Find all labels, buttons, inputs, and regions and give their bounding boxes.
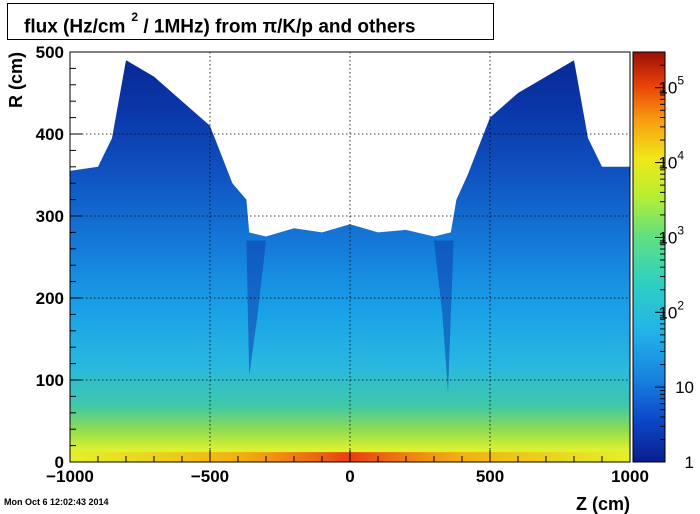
y-tick-label: 0 [55, 453, 64, 472]
shield-shadow-left [246, 240, 266, 376]
chart-title: flux (Hz/cm 2 / 1MHz) from π/K/p and othe… [24, 10, 416, 38]
grid [70, 52, 630, 462]
x-tick-label: 1000 [611, 467, 649, 486]
colorbar-gradient [633, 52, 665, 462]
colorbar-label: 103 [658, 223, 684, 247]
x-tick-label: 500 [476, 467, 504, 486]
axis-ticks: −1000 −500 0 500 1000 0 100 200 300 400 500 [36, 43, 649, 486]
y-tick-label: 200 [36, 289, 64, 308]
colorbar-label: 1 [685, 453, 694, 472]
colorbar-label: 10 [675, 378, 694, 397]
colorbar: 1 10 102 103 104 105 [632, 51, 694, 472]
x-tick-label: 0 [345, 467, 354, 486]
y-tick-label: 400 [36, 125, 64, 144]
title-main: flux (Hz/cm [24, 16, 126, 38]
colorbar-label: 104 [658, 149, 684, 173]
title-box: flux (Hz/cm 2 / 1MHz) from π/K/p and othe… [7, 3, 494, 40]
title-superscript: 2 [131, 10, 139, 24]
timestamp: Mon Oct 6 12:02:43 2014 [4, 497, 109, 507]
y-tick-label: 500 [36, 43, 64, 62]
shield-shadow-right [434, 240, 454, 393]
title-rest: / 1MHz) from π/K/p and others [138, 16, 416, 38]
y-tick-label: 300 [36, 207, 64, 226]
y-axis-title: R (cm) [6, 52, 26, 108]
colorbar-frame [632, 51, 666, 463]
colorbar-label: 105 [658, 74, 684, 98]
x-axis-title: Z (cm) [576, 494, 630, 514]
x-tick-label: −1000 [46, 467, 94, 486]
y-tick-label: 100 [36, 371, 64, 390]
x-tick-label: −500 [191, 467, 229, 486]
colorbar-label: 102 [658, 298, 684, 322]
